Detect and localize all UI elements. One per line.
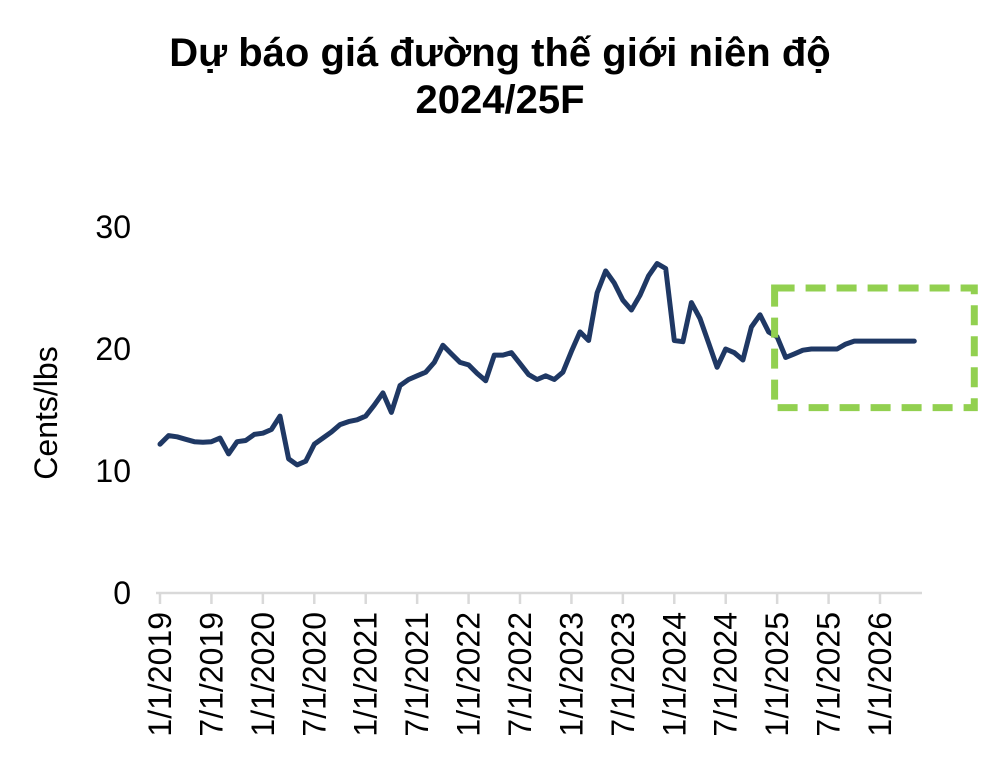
x-axis-tick-label: 1/1/2019 — [142, 612, 178, 737]
y-axis-tick-label: 0 — [113, 575, 131, 611]
y-axis-tick-label: 10 — [95, 453, 131, 489]
x-axis-tick-label: 7/1/2020 — [296, 612, 332, 737]
y-axis-title: Cents/lbs — [28, 346, 64, 479]
x-axis-tick-label: 7/1/2024 — [708, 612, 744, 737]
chart-title-line-1: Dự báo giá đường thế giới niên độ — [169, 31, 831, 75]
y-axis-tick-label: 30 — [95, 209, 131, 245]
x-axis-tick-label: 1/1/2023 — [553, 612, 589, 737]
x-axis-tick-label: 7/1/2025 — [811, 612, 847, 737]
forecast-highlight-box — [771, 284, 978, 412]
x-axis-tick-label: 7/1/2022 — [502, 612, 538, 737]
x-axis-tick-label: 1/1/2025 — [759, 612, 795, 737]
x-axis-tick-label: 7/1/2023 — [605, 612, 641, 737]
x-axis-tick-label: 7/1/2019 — [193, 612, 229, 737]
chart-title: Dự báo giá đường thế giới niên độ 2024/2… — [0, 30, 1000, 124]
x-axis-tick-label: 1/1/2022 — [451, 612, 487, 737]
x-axis-tick-label: 7/1/2021 — [399, 612, 435, 737]
x-axis-tick-label: 1/1/2021 — [348, 612, 384, 737]
x-axis-tick-label: 1/1/2026 — [862, 612, 898, 737]
x-axis-tick-label: 1/1/2020 — [245, 612, 281, 737]
x-axis-tick-label: 1/1/2024 — [656, 612, 692, 737]
sugar-price-line — [157, 261, 917, 468]
y-axis-tick-label: 20 — [95, 331, 131, 367]
chart-title-line-2: 2024/25F — [415, 78, 585, 122]
